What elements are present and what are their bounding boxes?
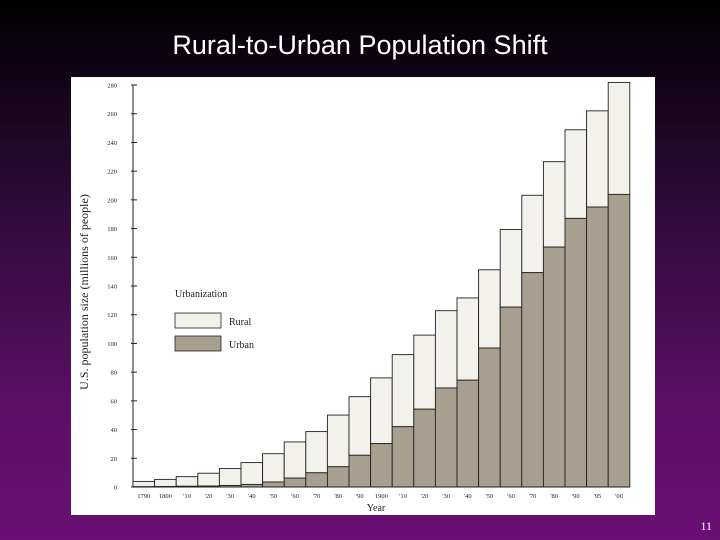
x-tick-label: '20 <box>421 493 429 500</box>
bar-rural <box>413 334 436 410</box>
bar-rural <box>370 377 393 445</box>
legend-swatch-rural <box>174 312 222 329</box>
bar-rural <box>175 476 199 487</box>
x-tick-label: '20 <box>205 493 213 500</box>
y-tick-label: 200 <box>107 197 117 204</box>
x-tick-label: '70 <box>313 493 321 500</box>
x-tick-label: '60 <box>507 493 515 500</box>
y-tick-label: 140 <box>107 284 117 291</box>
population-bar-chart: 020406080100120140160180200220240260280 … <box>77 81 631 514</box>
y-tick-label: 240 <box>107 140 117 147</box>
x-tick-label: '50 <box>270 493 278 500</box>
bar-urban <box>434 387 458 488</box>
x-tick-label: '50 <box>486 493 494 500</box>
y-axis: 0 20 40 60 80 100 120 140 160 180 200 220 240 260 280 <box>107 83 137 492</box>
bar-rural <box>240 462 264 485</box>
y-tick-label: 20 <box>111 456 118 463</box>
bar-rural <box>132 480 156 488</box>
legend-title: Urbanization <box>175 289 227 300</box>
x-tick-label: '95 <box>594 493 602 500</box>
bar-urban <box>370 443 393 488</box>
bar-urban <box>499 306 523 488</box>
bar-rural <box>218 468 242 486</box>
bar-rural <box>348 396 372 456</box>
y-tick-label: 120 <box>107 312 117 319</box>
x-tick-label: '00 <box>615 493 623 500</box>
bars <box>132 81 631 488</box>
page-number: 11 <box>700 519 712 533</box>
bar-urban <box>586 206 609 488</box>
bar-urban <box>348 454 372 488</box>
bar-rural <box>283 441 307 479</box>
x-tick-label: '80 <box>550 493 558 500</box>
bar-urban <box>564 217 588 488</box>
legend-swatch-urban <box>174 335 222 352</box>
bar-urban <box>326 466 350 488</box>
x-tick-label: '90 <box>356 493 364 500</box>
bar-urban <box>521 272 544 488</box>
y-tick-label: 220 <box>107 169 117 176</box>
y-tick-label: 80 <box>111 370 118 377</box>
bar-rural <box>456 297 480 381</box>
bar-urban <box>391 426 415 488</box>
bar-rural <box>434 310 458 389</box>
bar-rural <box>197 472 220 487</box>
x-tick-label: '70 <box>529 493 537 500</box>
x-tick-label: '30 <box>226 493 234 500</box>
x-tick-label: 1900 <box>375 493 388 500</box>
bar-rural <box>521 194 544 274</box>
bar-rural <box>564 129 588 219</box>
x-tick-label: '60 <box>291 493 299 500</box>
x-tick-label: '30 <box>442 493 450 500</box>
y-tick-label: 40 <box>111 427 118 434</box>
x-tick-label: '80 <box>334 493 342 500</box>
x-tick-label: '90 <box>572 493 580 500</box>
slide-title: Rural-to-Urban Population Shift <box>172 30 548 60</box>
y-tick-label: 180 <box>107 226 117 233</box>
bar-rural <box>499 228 523 308</box>
bar-urban <box>478 347 501 488</box>
x-tick-label: '40 <box>464 493 472 500</box>
x-tick-label: '10 <box>399 493 407 500</box>
y-axis-label: U.S. population size (millions of people… <box>77 194 91 390</box>
y-tick-label: 100 <box>107 341 117 348</box>
bar-rural <box>607 81 631 195</box>
bar-rural <box>478 269 501 349</box>
bar-urban <box>305 472 328 488</box>
x-tick-label: 1800 <box>159 493 172 500</box>
x-axis: 1790 1800 '10 '20 '30 '40 '50 '60 '70 '80 '90 1900 '… <box>137 493 623 500</box>
y-tick-label: 160 <box>107 255 117 262</box>
x-tick-label: '40 <box>248 493 256 500</box>
bar-rural <box>262 453 285 483</box>
bar-urban <box>413 408 436 488</box>
bar-urban <box>456 379 480 488</box>
x-tick-label: 1790 <box>137 493 150 500</box>
bar-rural <box>542 161 566 248</box>
bar-rural <box>154 478 177 488</box>
y-tick-label: 260 <box>107 111 117 118</box>
x-tick-label: '10 <box>183 493 191 500</box>
chart-panel: 0 20 40 60 80 100 120 140 160 180 200 220 240 260 280 … <box>71 77 655 515</box>
bar-rural <box>586 110 609 208</box>
bar-rural <box>391 354 415 428</box>
legend: Urbanization Rural Urban <box>174 289 254 352</box>
bar-urban <box>607 193 631 488</box>
legend-label-rural: Rural <box>229 317 251 328</box>
y-tick-label: 280 <box>107 83 117 90</box>
legend-label-urban: Urban <box>229 340 254 351</box>
bar-urban <box>283 477 307 488</box>
bar-rural <box>326 414 350 468</box>
bar-urban <box>542 246 566 488</box>
y-tick-label: 0 <box>114 485 117 492</box>
bar-urban <box>262 481 285 488</box>
bar-rural <box>305 431 328 474</box>
y-tick-label: 60 <box>111 398 118 405</box>
x-axis-label: Year <box>367 503 386 514</box>
